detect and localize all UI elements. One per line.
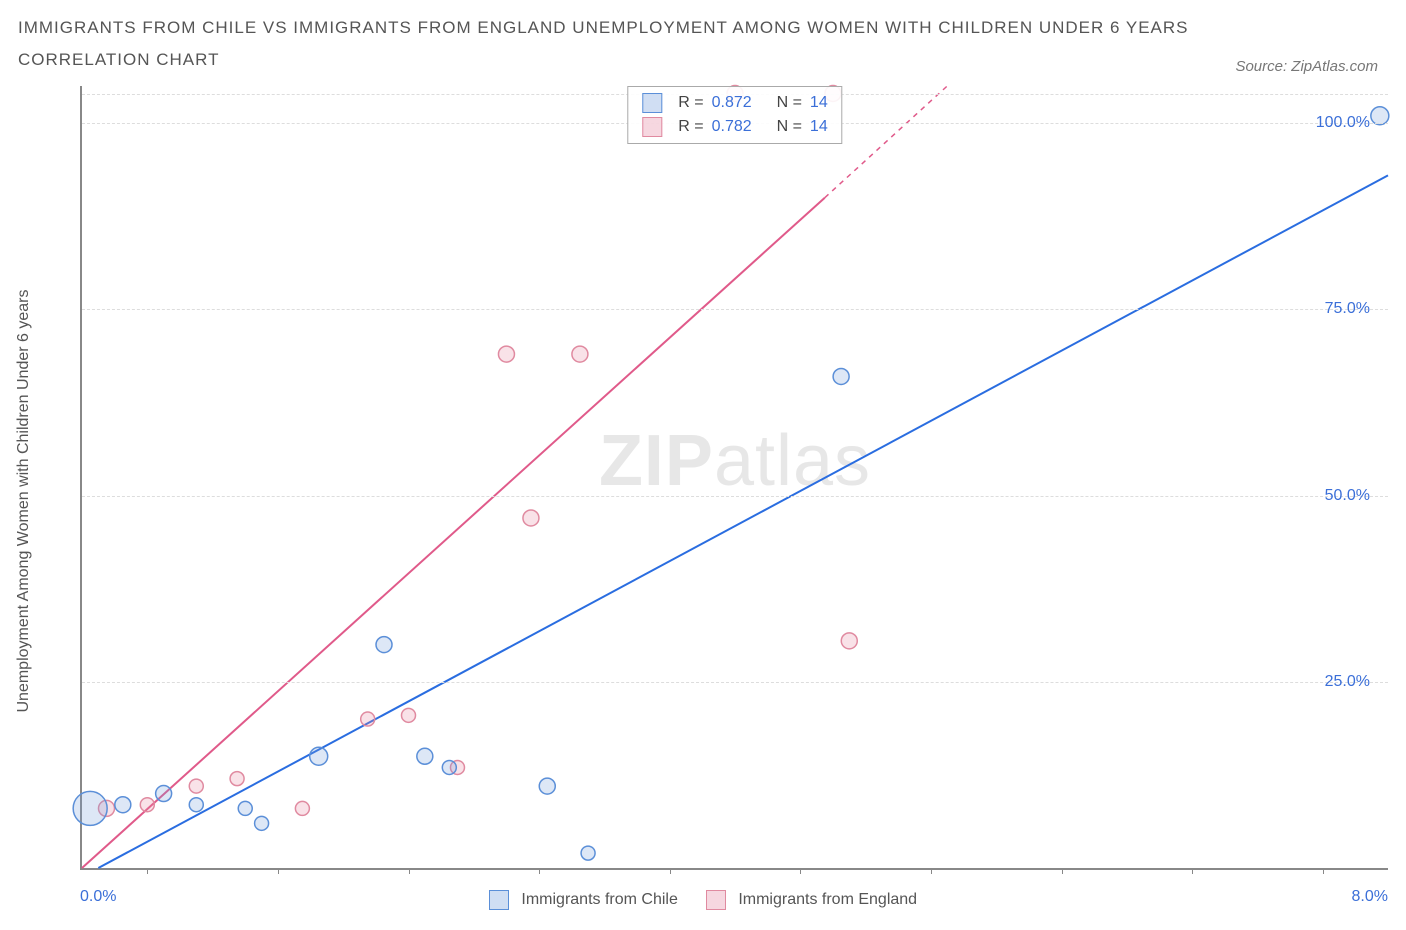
legend-label-england: Immigrants from England [738, 891, 917, 908]
chart-title-line1: IMMIGRANTS FROM CHILE VS IMMIGRANTS FROM… [18, 18, 1406, 38]
swatch-chile-icon [642, 93, 662, 113]
swatch-chile-icon [489, 890, 509, 910]
chart-title-line2: CORRELATION CHART [18, 50, 1406, 70]
legend-label-chile: Immigrants from Chile [521, 891, 677, 908]
legend-item-chile: Immigrants from Chile [489, 890, 678, 910]
chart-svg [82, 86, 1388, 868]
r-label: R = [678, 118, 703, 136]
y-tick-label: 75.0% [1325, 300, 1370, 318]
r-value-chile: 0.872 [712, 94, 752, 112]
n-value-chile: 14 [810, 94, 828, 112]
correlation-stats-box: R = 0.872 N = 14 R = 0.782 N = 14 [627, 86, 842, 144]
chart-container: Unemployment Among Women with Children U… [18, 86, 1388, 916]
swatch-england-icon [642, 117, 662, 137]
n-value-england: 14 [810, 118, 828, 136]
y-axis-label: Unemployment Among Women with Children U… [15, 289, 33, 712]
legend-item-england: Immigrants from England [706, 890, 917, 910]
n-label: N = [777, 94, 802, 112]
y-tick-label: 100.0% [1316, 114, 1370, 132]
stat-row-england: R = 0.782 N = 14 [642, 115, 827, 139]
r-value-england: 0.782 [712, 118, 752, 136]
n-label: N = [777, 118, 802, 136]
source-label: Source: ZipAtlas.com [1235, 58, 1378, 75]
y-tick-label: 25.0% [1325, 673, 1370, 691]
plot-area: ZIPatlas R = 0.872 N = 14 R = 0.782 N = … [80, 86, 1388, 870]
r-label: R = [678, 94, 703, 112]
y-tick-label: 50.0% [1325, 487, 1370, 505]
swatch-england-icon [706, 890, 726, 910]
stat-row-chile: R = 0.872 N = 14 [642, 91, 827, 115]
bottom-legend: Immigrants from Chile Immigrants from En… [18, 890, 1388, 910]
